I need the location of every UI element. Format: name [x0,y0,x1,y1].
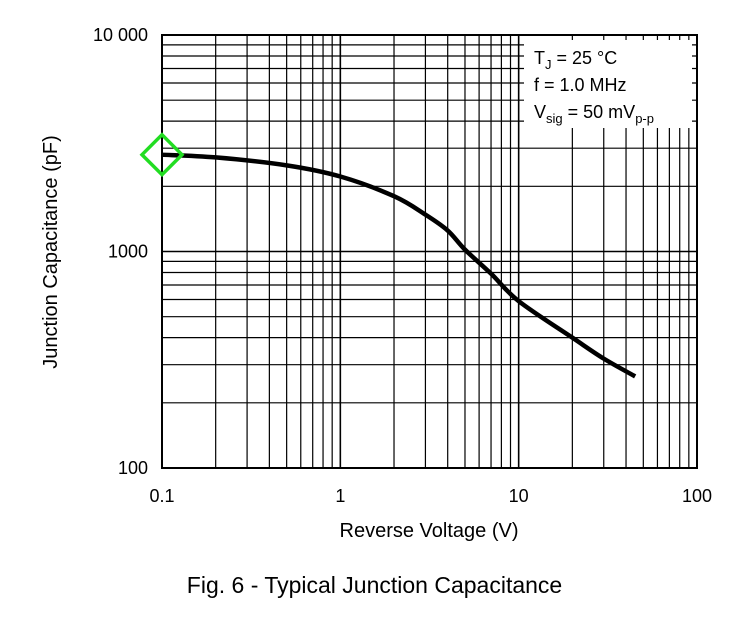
x-tick-label: 100 [682,486,712,506]
y-tick-label: 100 [118,458,148,478]
x-tick-labels: 0.1 1 10 100 [149,486,712,506]
y-axis-label: Junction Capacitance (pF) [40,135,62,368]
y-tick-label: 1000 [108,242,148,262]
legend-line-2: f = 1.0 MHz [534,75,627,95]
x-tick-label: 1 [335,486,345,506]
x-tick-label: 0.1 [149,486,174,506]
x-axis-label: Reverse Voltage (V) [340,520,519,542]
legend-line-3: Vsig = 50 mVp-p [534,102,654,126]
y-tick-label: 10 000 [93,25,148,45]
y-tick-labels: 100 1000 10 000 [93,25,148,478]
legend-background [524,40,692,128]
x-tick-label: 10 [509,486,529,506]
plot-frame [161,34,698,469]
capacitance-curve [161,152,637,379]
legend-line-1: TJ = 25 °C [534,48,617,72]
capacitance-chart: 0.1 1 10 100 100 1000 10 000 TJ = 25 °C f = 1… [40,25,712,542]
highlight-marker[interactable] [139,132,185,178]
figure-caption: Fig. 6 - Typical Junction Capacitance [186,572,563,598]
legend-box: TJ = 25 °C f = 1.0 MHz Vsig = 50 mVp-p [524,40,692,128]
